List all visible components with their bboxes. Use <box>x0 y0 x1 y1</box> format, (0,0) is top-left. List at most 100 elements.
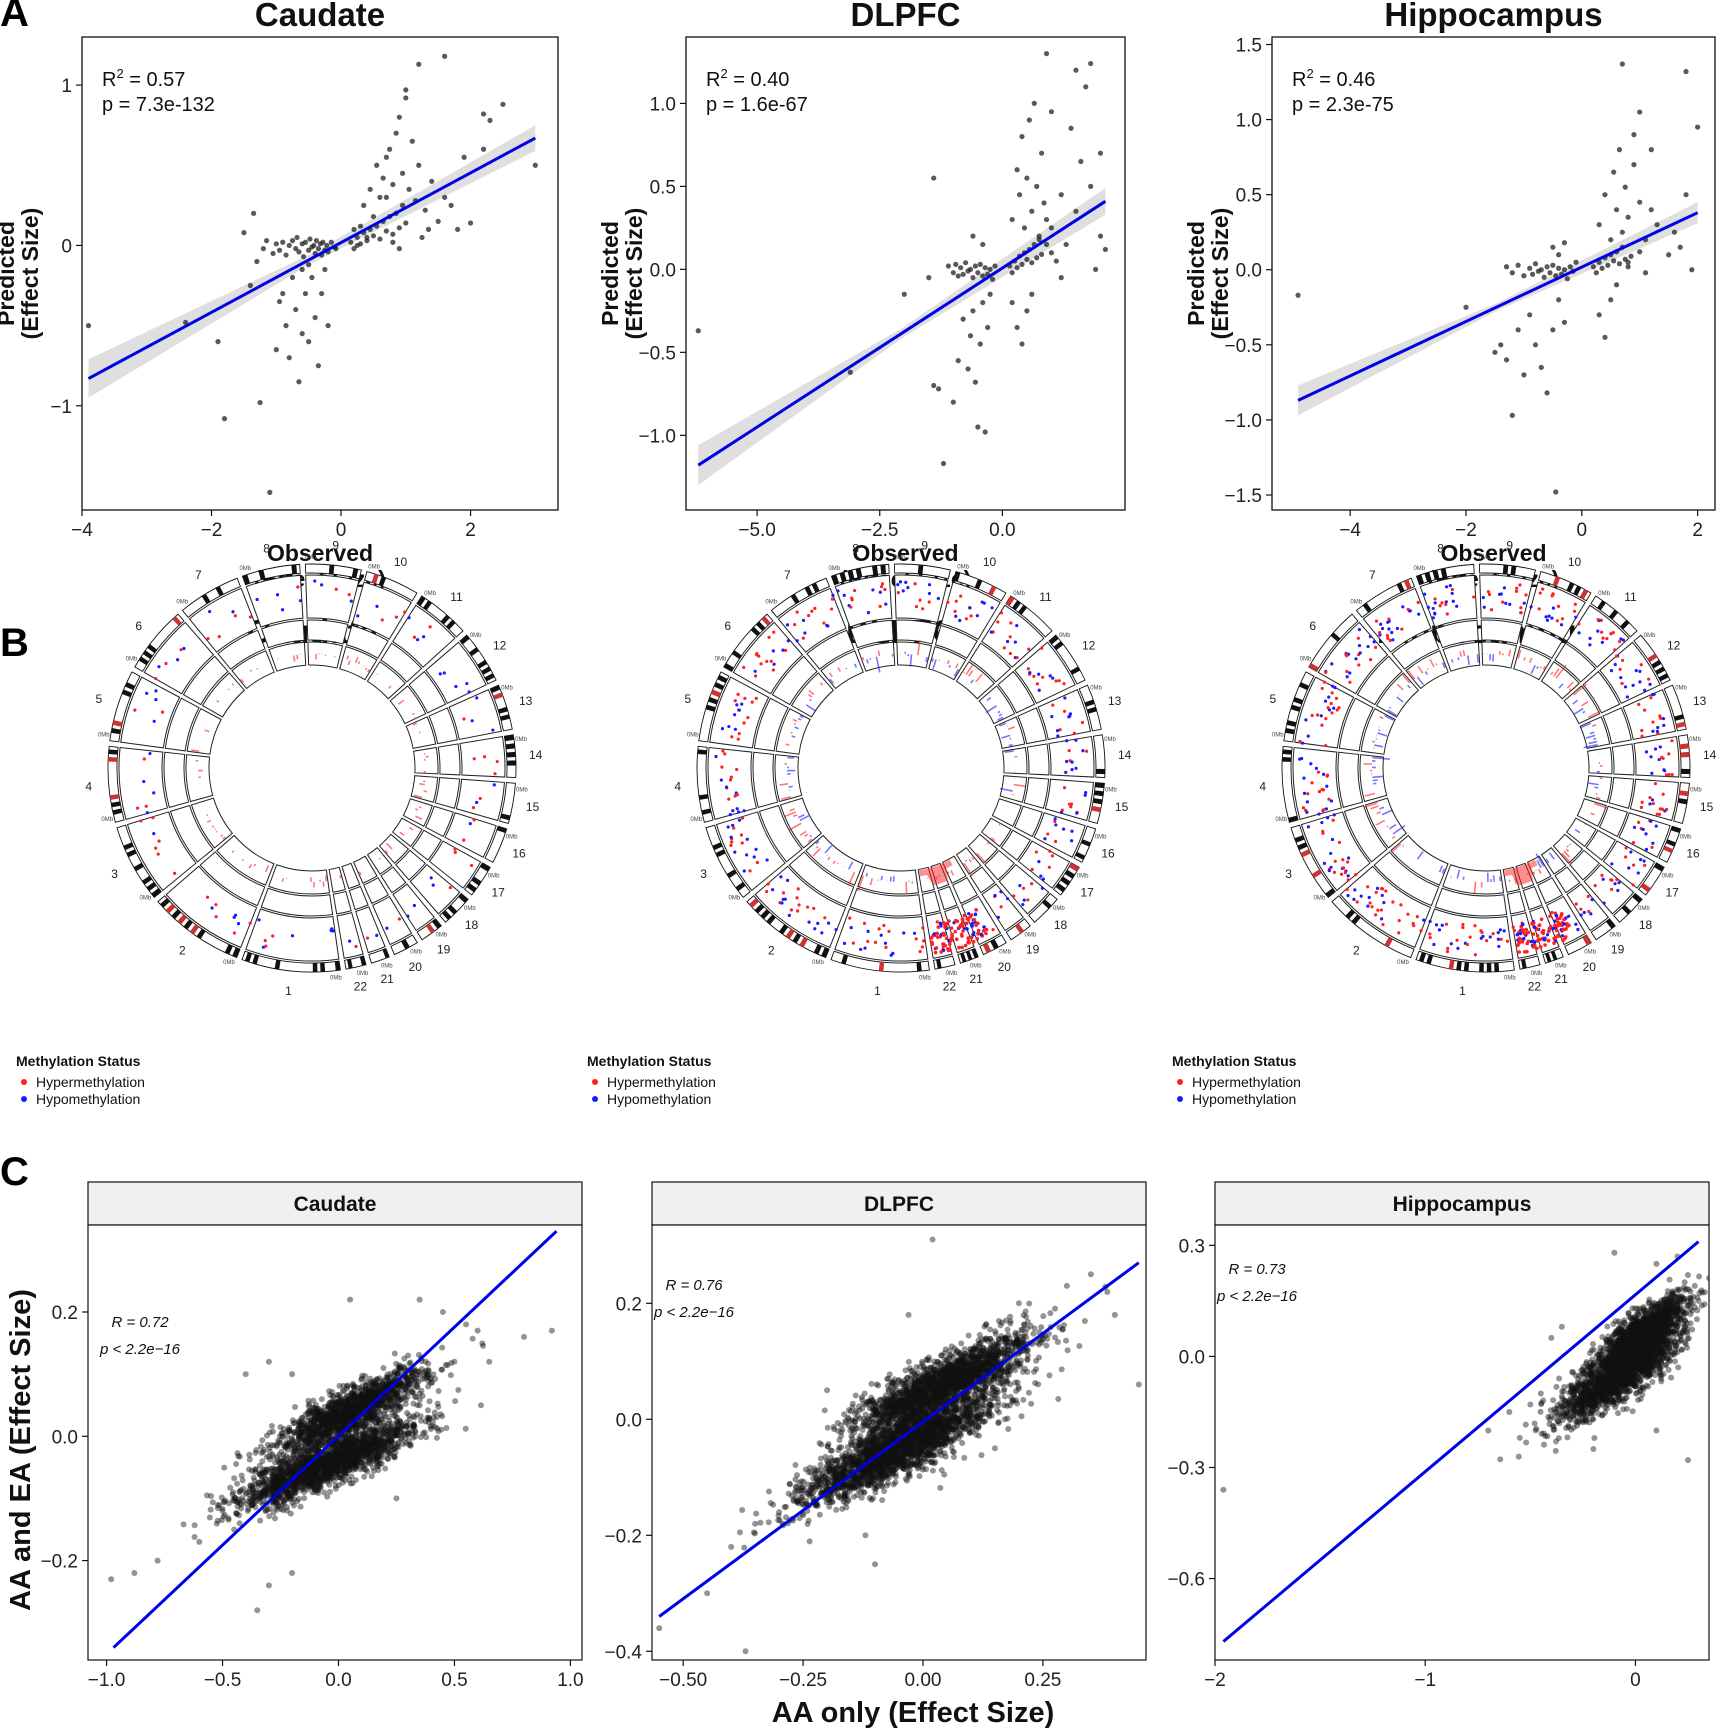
cytoband <box>1416 574 1425 585</box>
density-bar <box>1536 666 1539 669</box>
data-point <box>234 1480 241 1487</box>
cytoband <box>1426 954 1434 965</box>
track-point <box>901 589 905 593</box>
x-tick-label: 0.0 <box>989 520 1015 541</box>
density-bar <box>1528 657 1533 663</box>
track-point <box>145 691 149 695</box>
data-point <box>335 1463 342 1470</box>
data-point <box>374 162 380 168</box>
track-point <box>842 593 846 597</box>
data-point <box>1564 276 1570 282</box>
cytoband <box>1674 714 1684 721</box>
data-point <box>277 1464 284 1471</box>
density-bar <box>963 862 973 877</box>
cytoband <box>109 794 120 800</box>
data-point <box>247 1483 254 1490</box>
track-point <box>1662 768 1666 772</box>
track-point <box>1644 750 1649 754</box>
data-point <box>274 1498 281 1505</box>
mb-tick-label: 0Mb <box>1689 737 1701 743</box>
track-point <box>984 927 989 932</box>
data-point <box>1605 262 1611 268</box>
track-point <box>960 945 965 950</box>
track-point <box>863 946 867 950</box>
track-point <box>1378 630 1382 635</box>
data-point <box>370 1468 377 1475</box>
data-point <box>262 1469 269 1476</box>
data-point <box>359 1453 366 1460</box>
data-point <box>417 1434 424 1441</box>
track-point <box>1620 681 1624 686</box>
data-point <box>322 266 328 273</box>
data-point <box>320 1457 327 1464</box>
data-point <box>388 1423 395 1430</box>
ideogram-band <box>1281 745 1299 823</box>
density-bar <box>1429 658 1435 667</box>
track-point <box>1415 914 1419 919</box>
track-cell <box>448 689 503 741</box>
cytoband <box>750 626 761 637</box>
track-point <box>1611 631 1615 635</box>
density-bar <box>792 814 798 818</box>
data-point <box>369 1426 376 1433</box>
cytoband <box>147 644 158 654</box>
mb-tick-label: 0Mb <box>470 633 482 639</box>
density-bar <box>1372 779 1378 782</box>
cytoband <box>1068 862 1080 872</box>
cytoband <box>723 663 734 672</box>
density-bar <box>970 679 974 684</box>
track-point <box>850 596 854 600</box>
track-point <box>1664 773 1669 777</box>
track-cell <box>1608 777 1635 809</box>
mb-tick-label: 0Mb <box>1584 950 1596 956</box>
track-point <box>1346 893 1350 898</box>
cytoband <box>1012 600 1021 611</box>
track-point <box>1609 632 1613 636</box>
data-point <box>206 1514 213 1521</box>
track-point <box>475 800 479 805</box>
data-point <box>295 1457 302 1464</box>
data-point <box>431 1409 438 1416</box>
track-point <box>765 659 769 664</box>
chromosome-label: 7 <box>195 568 202 582</box>
track-point <box>1330 837 1335 842</box>
track-point <box>1529 605 1533 609</box>
data-point <box>299 266 305 273</box>
y-tick-label: −0.5 <box>1224 336 1262 357</box>
chromosome-label: 21 <box>969 972 983 986</box>
data-point <box>391 1350 398 1357</box>
mb-tick-label: 0Mb <box>501 685 513 691</box>
track-point <box>1306 734 1310 738</box>
data-point <box>373 1426 380 1433</box>
density-bar <box>798 813 805 819</box>
data-point <box>378 1444 385 1451</box>
data-point <box>334 1451 341 1458</box>
chromosome-label: 13 <box>1693 694 1707 708</box>
track-point <box>889 953 893 957</box>
track-point <box>836 589 840 593</box>
chromosome-label: 18 <box>1639 918 1653 932</box>
data-point <box>326 1469 333 1476</box>
data-point <box>396 1417 403 1424</box>
data-point <box>266 1477 273 1484</box>
track-point <box>973 912 978 917</box>
track-point <box>1323 699 1328 703</box>
density-bar <box>1379 806 1385 810</box>
track-point <box>740 841 744 845</box>
cytoband <box>936 959 942 969</box>
density-bar <box>1370 805 1379 810</box>
track-point <box>1586 894 1590 899</box>
data-point <box>371 1453 378 1460</box>
track-point <box>1641 827 1645 832</box>
track-point <box>732 826 736 830</box>
track-point <box>1588 643 1592 647</box>
track-point <box>786 639 790 643</box>
data-point <box>391 1427 398 1434</box>
data-point <box>1625 264 1631 270</box>
data-point <box>1295 292 1301 298</box>
data-point <box>416 61 422 67</box>
data-point <box>250 1494 257 1501</box>
track-point <box>1047 865 1051 869</box>
cytoband <box>880 564 887 575</box>
ideogram-band <box>484 825 508 863</box>
